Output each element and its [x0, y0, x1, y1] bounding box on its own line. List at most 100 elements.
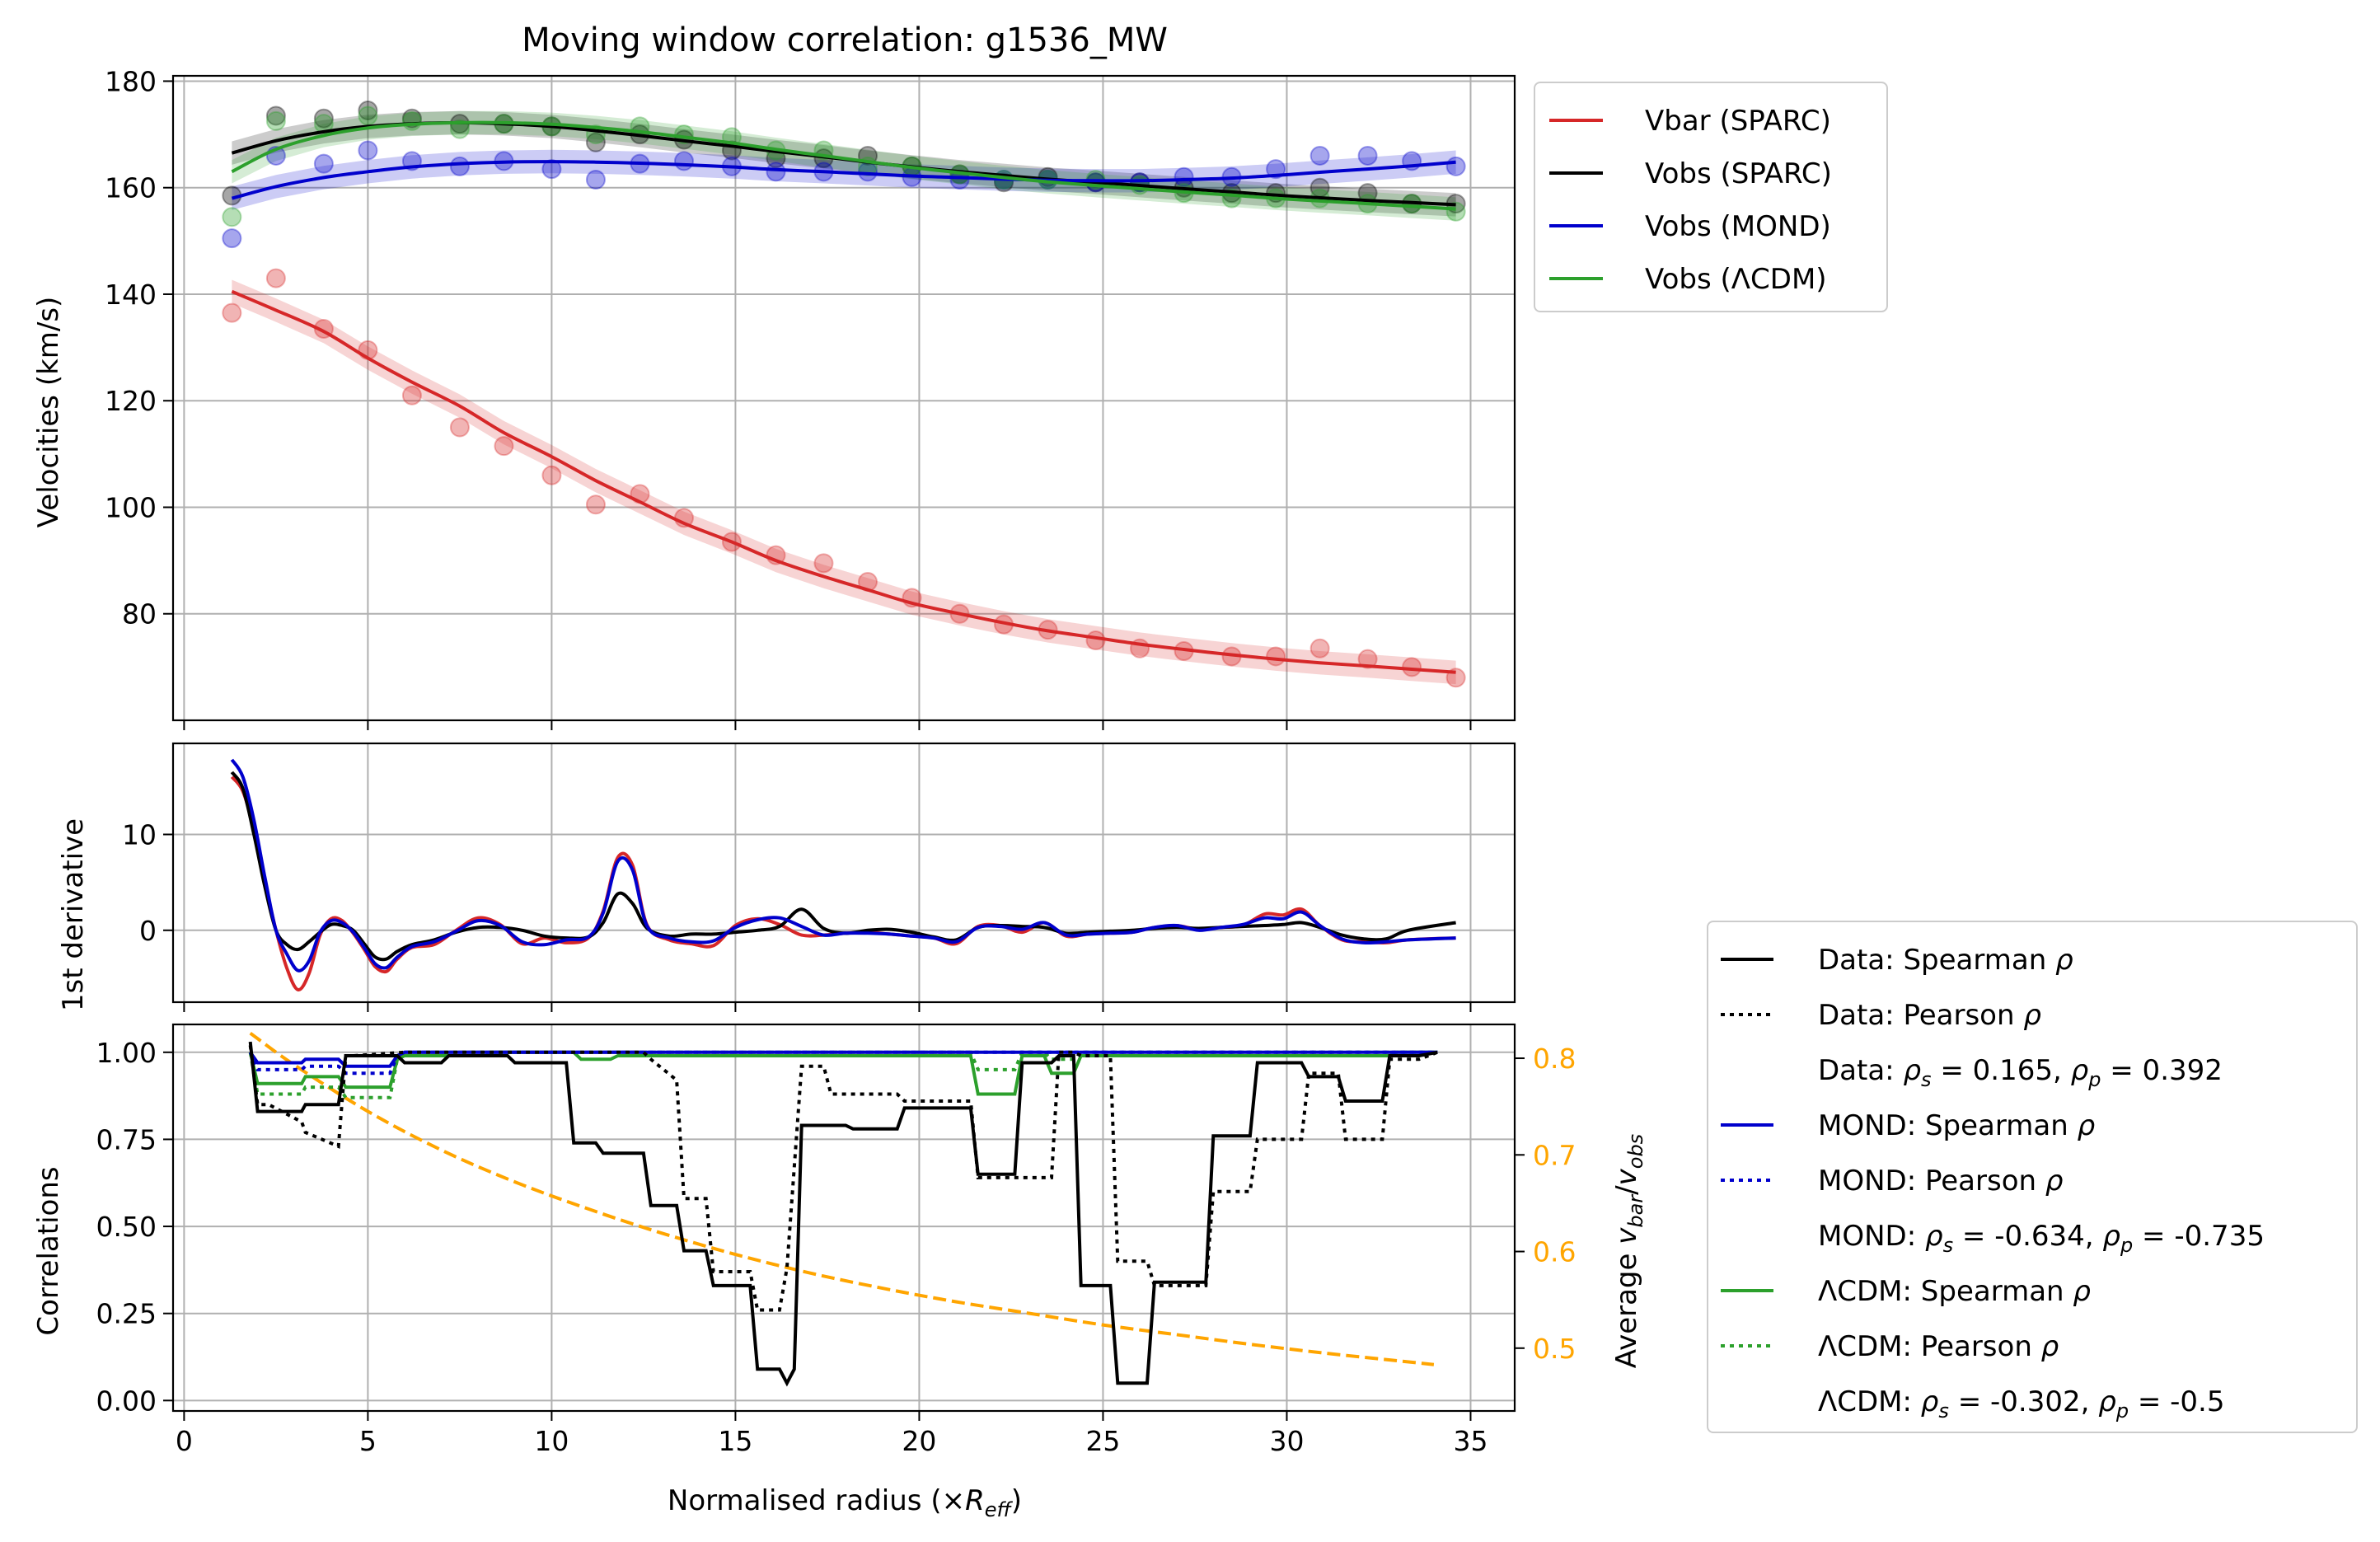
sparc-point	[358, 101, 378, 121]
vbar-band	[232, 279, 1456, 685]
mond-point	[358, 140, 378, 161]
derivative-mond-line	[230, 758, 1456, 973]
stats-legend-values: MOND: ρs = -0.634, ρp = -0.735	[1818, 1220, 2265, 1257]
lcdm-spearman-line	[248, 1050, 1438, 1096]
correlation-y-label: Correlations	[32, 1166, 65, 1335]
mond-point	[541, 159, 562, 180]
vbar-point	[1085, 630, 1106, 651]
stats-legend: Data: Spearman ρ Data: Pearson ρ Data: ρs …	[1707, 921, 2358, 1433]
mond-band	[232, 149, 1456, 210]
correlation-panel: 0.00 0.25 0.50 0.75 1.00 0 5 10 15 20 25 30 35 0.5 0.6…	[96, 1023, 1576, 1457]
mond-point	[1357, 145, 1378, 166]
data-spearman-line	[248, 1041, 1438, 1387]
vbar-point	[401, 385, 422, 405]
velocity-frame	[171, 74, 1516, 722]
derivative-frame	[171, 742, 1516, 1004]
velocity-ytick-label: 140	[105, 279, 157, 311]
derivative-vbar-line	[230, 776, 1456, 991]
correlation-ytick-label: 0.75	[96, 1123, 157, 1155]
vbar-point	[585, 494, 606, 515]
velocity-panel: 80 100 120 140 160 180	[105, 65, 1516, 730]
sparc-point	[313, 108, 334, 129]
velocity-ytick-label: 160	[105, 172, 157, 204]
vbar-point	[1309, 638, 1330, 659]
vbar-point	[1266, 646, 1286, 667]
lcdm-point	[222, 207, 242, 227]
vbar-point	[1357, 649, 1378, 669]
vbar-point	[1402, 657, 1422, 677]
mond-point	[222, 228, 242, 249]
vbar-point	[494, 436, 514, 457]
velocity-ytick-label: 80	[122, 598, 157, 630]
derivative-panel: 0 10	[122, 742, 1516, 1012]
vbar-point	[222, 302, 242, 323]
velocity-legend-label: Vbar (SPARC)	[1645, 105, 1831, 138]
ratio-ytick-label: 0.7	[1533, 1139, 1576, 1171]
lcdm-band	[232, 110, 1456, 221]
velocity-legend-label: Vobs (SPARC)	[1645, 157, 1832, 190]
mond-point	[1174, 166, 1194, 187]
vbar-point	[813, 553, 834, 574]
derivative-ytick-label: 0	[139, 915, 157, 947]
x-tick-label: 15	[718, 1425, 752, 1457]
velocity-legend-label: Vobs (ΛCDM)	[1645, 263, 1827, 296]
stats-legend-box	[1707, 921, 2358, 1433]
lcdm-point	[449, 119, 470, 139]
x-tick-label: 5	[359, 1425, 377, 1457]
stats-legend-values: ΛCDM: ρs = -0.302, ρp = -0.5	[1818, 1385, 2225, 1422]
lcdm-pearson-line	[248, 1050, 1438, 1099]
stats-legend-label: MOND: Pearson ρ	[1818, 1165, 2064, 1198]
mond-point	[766, 162, 786, 182]
velocity-legend: Vbar (SPARC) Vobs (SPARC) Vobs (MOND) Vobs …	[1534, 82, 1888, 312]
stats-legend-label: ΛCDM: Spearman ρ	[1818, 1275, 2091, 1308]
vbar-fit-line	[231, 289, 1456, 674]
velocity-legend-box	[1534, 82, 1888, 312]
velocity-ytick-label: 100	[105, 491, 157, 523]
lcdm-point	[401, 110, 422, 131]
lcdm-point	[265, 110, 286, 131]
velocity-legend-label: Vobs (MOND)	[1645, 210, 1831, 243]
x-tick-label: 30	[1269, 1425, 1304, 1457]
velocity-ytick-label: 180	[105, 65, 157, 97]
mond-point	[673, 151, 694, 171]
x-tick-label: 25	[1085, 1425, 1120, 1457]
x-tick-label: 10	[534, 1425, 569, 1457]
mond-point	[313, 153, 334, 174]
ratio-ytick-label: 0.8	[1533, 1043, 1576, 1075]
velocity-ytick-label: 120	[105, 385, 157, 417]
x-axis-label: Normalised radius (×Reff)	[668, 1484, 1022, 1521]
lcdm-point	[358, 105, 378, 126]
derivative-y-label: 1st derivative	[57, 818, 90, 1011]
stats-legend-label: MOND: Spearman ρ	[1818, 1109, 2096, 1142]
mond-point	[1309, 145, 1330, 166]
chart-title: Moving window correlation: g1536_MW	[522, 21, 1168, 59]
vbar-point	[265, 268, 286, 288]
mond-fit-line	[231, 160, 1456, 200]
stats-legend-label: Data: Pearson ρ	[1818, 999, 2041, 1032]
x-tick-label: 20	[902, 1425, 936, 1457]
data-pearson-line	[248, 1045, 1439, 1312]
x-tick-label: 35	[1453, 1425, 1488, 1457]
correlation-ytick-label: 0.25	[96, 1298, 157, 1330]
correlation-ytick-label: 1.00	[96, 1037, 157, 1069]
correlation-frame	[171, 1023, 1516, 1413]
mond-point	[585, 170, 606, 190]
ratio-y-label: Average vbar/vobs	[1610, 1134, 1647, 1368]
sparc-point	[265, 105, 286, 126]
vbar-point	[449, 417, 470, 438]
velocity-y-label: Velocities (km/s)	[32, 297, 65, 528]
stats-legend-values: Data: ρs = 0.165, ρp = 0.392	[1818, 1054, 2223, 1091]
correlation-ytick-label: 0.00	[96, 1385, 157, 1417]
ratio-ytick-label: 0.5	[1533, 1333, 1576, 1365]
mond-point	[449, 156, 470, 176]
correlation-ytick-label: 0.50	[96, 1211, 157, 1243]
lcdm-fit-line	[231, 120, 1456, 211]
ratio-ytick-label: 0.6	[1533, 1236, 1576, 1268]
mond-point	[1445, 156, 1466, 176]
vbar-point	[541, 465, 562, 485]
stats-legend-label: ΛCDM: Pearson ρ	[1818, 1330, 2059, 1363]
stats-legend-label: Data: Spearman ρ	[1818, 944, 2073, 977]
x-tick-label: 0	[176, 1425, 193, 1457]
derivative-ytick-label: 10	[122, 818, 157, 851]
